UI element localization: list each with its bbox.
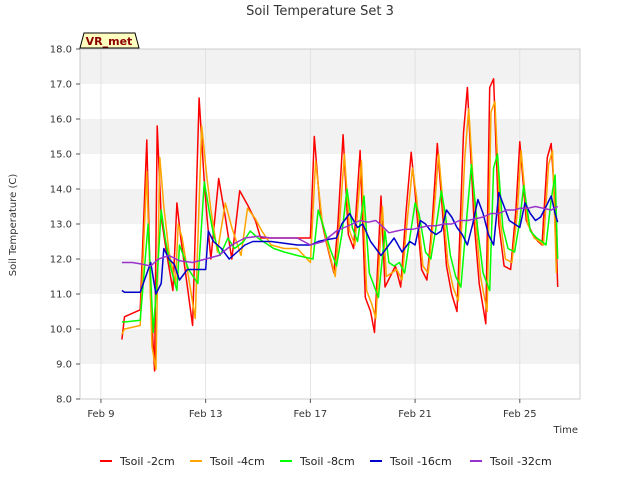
legend: Tsoil -2cm Tsoil -4cm Tsoil -8cm Tsoil -16c… xyxy=(100,455,552,468)
y-tick-label: 16.0 xyxy=(50,115,72,126)
y-tick-label: 12.0 xyxy=(50,255,72,266)
y-tick-label: 10.0 xyxy=(50,325,72,336)
y-tick-label: 17.0 xyxy=(50,80,72,91)
plot-background xyxy=(80,49,580,399)
grid-band xyxy=(80,189,580,224)
grid-band xyxy=(80,329,580,364)
x-axis-label: Time xyxy=(553,425,578,436)
x-tick-label: Feb 9 xyxy=(87,409,114,420)
series-layer xyxy=(121,78,559,372)
chart-title: Soil Temperature Set 3 xyxy=(246,4,394,19)
x-tick-label: Feb 13 xyxy=(189,409,223,420)
x-tick-label: Feb 21 xyxy=(398,409,432,420)
series-line-tsoil-16cm xyxy=(121,191,559,295)
y-axis-label: Soil Temperature (C) xyxy=(8,174,19,277)
x-tick-label: Feb 25 xyxy=(503,409,537,420)
y-tick-label: 13.0 xyxy=(50,220,72,231)
legend-label-tsoil-16cm: Tsoil -16cm xyxy=(389,455,452,468)
badge-label: VR_met xyxy=(86,35,133,48)
series-line-tsoil-4cm xyxy=(121,100,558,371)
site-badge: VR_met xyxy=(79,32,140,49)
legend-label-tsoil-32cm: Tsoil -32cm xyxy=(489,455,552,468)
legend-label-tsoil-4cm: Tsoil -4cm xyxy=(209,455,265,468)
grid-band xyxy=(80,49,580,84)
y-tick-label: 8.0 xyxy=(56,395,72,406)
series-line-tsoil-32cm xyxy=(121,205,559,267)
y-tick-label: 14.0 xyxy=(50,185,72,196)
badge-shape xyxy=(79,32,140,49)
legend-label-tsoil-2cm: Tsoil -2cm xyxy=(119,455,175,468)
y-tick-label: 15.0 xyxy=(50,150,72,161)
y-tick-label: 9.0 xyxy=(56,360,72,371)
axes: 8.0 9.0 10.0 11.0 12.0 13.0 14.0 15.0 16.0 17.0 18… xyxy=(50,45,581,420)
x-tick-label: Feb 17 xyxy=(294,409,328,420)
grid-band xyxy=(80,119,580,154)
y-tick-label: 18.0 xyxy=(50,45,72,56)
y-tick-label: 11.0 xyxy=(50,290,72,301)
legend-label-tsoil-8cm: Tsoil -8cm xyxy=(299,455,355,468)
series-line-tsoil-8cm xyxy=(121,153,559,334)
